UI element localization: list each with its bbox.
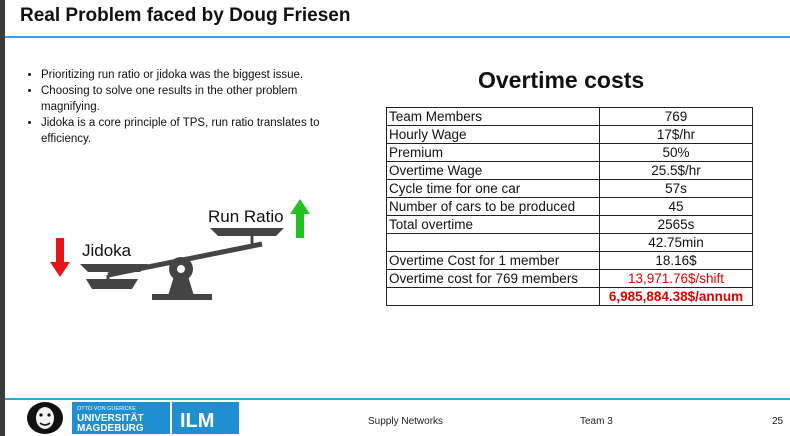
page-number: 25 xyxy=(772,416,784,427)
row-value: 42.75min xyxy=(599,233,753,252)
right-pan-icon xyxy=(210,228,284,244)
footer-course: Supply Networks xyxy=(368,416,444,427)
table-row: 42.75min xyxy=(386,233,753,252)
table-row: Total overtime 2565s xyxy=(386,215,753,234)
footer-team: Team 3 xyxy=(580,416,613,427)
logo-text-top: OTTO VON GUERICKE xyxy=(77,406,136,412)
jidoka-label: Jidoka xyxy=(82,241,132,260)
table-row: Number of cars to be produced 45 xyxy=(386,197,753,216)
row-label: Overtime Wage xyxy=(386,161,600,180)
bullet-list: Prioritizing run ratio or jidoka was the… xyxy=(27,67,346,147)
table-row: Overtime cost for 769 members 13,971.76$… xyxy=(386,269,753,288)
university-name-block xyxy=(72,402,170,434)
row-value: 18.16$ xyxy=(599,251,753,270)
table-row: Overtime Cost for 1 member 18.16$ xyxy=(386,251,753,270)
table-row: Hourly Wage 17$/hr xyxy=(386,125,753,144)
row-label: Hourly Wage xyxy=(386,125,600,144)
annual-cost-value: 6,985,884.38$/annum xyxy=(599,287,753,306)
row-value: 2565s xyxy=(599,215,753,234)
red-down-arrow-icon xyxy=(50,238,70,277)
row-value: 45 xyxy=(599,197,753,216)
row-value: 17$/hr xyxy=(599,125,753,144)
table-title: Overtime costs xyxy=(478,67,645,93)
balance-scale-illustration: Jidoka Run Ratio xyxy=(50,199,310,300)
row-label: Number of cars to be produced xyxy=(386,197,600,216)
university-logo: OTTO VON GUERICKE UNIVERSITÄT MAGDEBURG … xyxy=(27,402,239,434)
row-label xyxy=(386,287,600,306)
run-ratio-label: Run Ratio xyxy=(208,207,284,226)
table-row: Premium 50% xyxy=(386,143,753,162)
overtime-cost-table: Team Members 769 Hourly Wage 17$/hr Prem… xyxy=(386,107,753,306)
bullet-item: Jidoka is a core principle of TPS, run r… xyxy=(41,115,346,147)
footer-divider xyxy=(5,398,790,400)
logo-ilm-text: ILM xyxy=(180,410,214,432)
guericke-portrait-icon xyxy=(27,402,63,434)
title-divider xyxy=(5,36,790,38)
row-value: 57s xyxy=(599,179,753,198)
table-row: Team Members 769 xyxy=(386,107,753,126)
bullet-item: Prioritizing run ratio or jidoka was the… xyxy=(41,67,346,83)
row-value: 769 xyxy=(599,107,753,126)
row-value: 25.5$/hr xyxy=(599,161,753,180)
row-label: Overtime cost for 769 members xyxy=(386,269,600,288)
row-value: 50% xyxy=(599,143,753,162)
table-row: 6,985,884.38$/annum xyxy=(386,287,753,306)
logo-text-bottom: MAGDEBURG xyxy=(77,423,144,434)
logo-text-mid: UNIVERSITÄT xyxy=(77,411,144,424)
scale-base-icon xyxy=(152,257,212,300)
bullet-item: Choosing to solve one results in the oth… xyxy=(41,83,346,115)
row-label: Cycle time for one car xyxy=(386,179,600,198)
shift-cost-value: 13,971.76$/shift xyxy=(599,269,753,288)
table-row: Cycle time for one car 57s xyxy=(386,179,753,198)
ilm-block xyxy=(172,402,239,434)
row-label: Total overtime xyxy=(386,215,600,234)
row-label xyxy=(386,233,600,252)
green-up-arrow-icon xyxy=(290,199,310,238)
slide-title: Real Problem faced by Doug Friesen xyxy=(20,5,351,26)
left-edge-bar xyxy=(0,0,5,436)
row-label: Premium xyxy=(386,143,600,162)
row-label: Overtime Cost for 1 member xyxy=(386,251,600,270)
left-pan-icon xyxy=(80,264,148,289)
table-row: Overtime Wage 25.5$/hr xyxy=(386,161,753,180)
row-label: Team Members xyxy=(386,107,600,126)
